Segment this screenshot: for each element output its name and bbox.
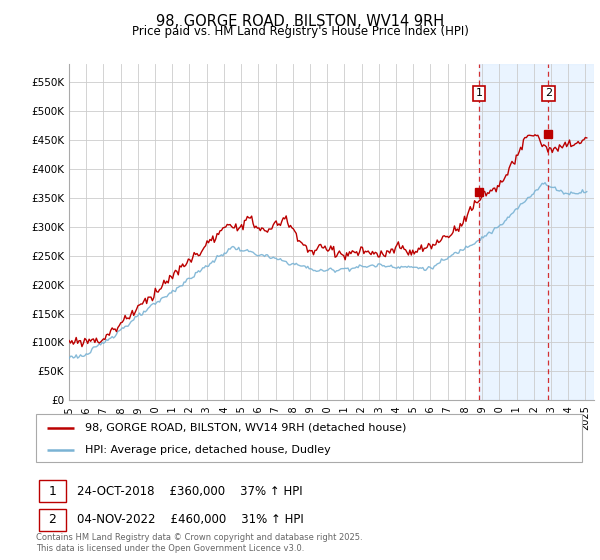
Text: HPI: Average price, detached house, Dudley: HPI: Average price, detached house, Dudl… [85,445,331,455]
Text: 24-OCT-2018    £360,000    37% ↑ HPI: 24-OCT-2018 £360,000 37% ↑ HPI [77,484,302,497]
Text: 98, GORGE ROAD, BILSTON, WV14 9RH (detached house): 98, GORGE ROAD, BILSTON, WV14 9RH (detac… [85,423,407,433]
Text: 04-NOV-2022    £460,000    31% ↑ HPI: 04-NOV-2022 £460,000 31% ↑ HPI [77,513,304,526]
Text: 1: 1 [49,484,56,497]
FancyBboxPatch shape [39,480,66,502]
Bar [479,64,594,400]
Text: 1: 1 [476,88,482,99]
FancyBboxPatch shape [36,414,582,462]
FancyBboxPatch shape [39,509,66,530]
Text: 2: 2 [545,88,552,99]
Text: 2: 2 [49,513,56,526]
Text: Contains HM Land Registry data © Crown copyright and database right 2025.
This d: Contains HM Land Registry data © Crown c… [36,533,362,553]
Text: Price paid vs. HM Land Registry's House Price Index (HPI): Price paid vs. HM Land Registry's House … [131,25,469,38]
Text: 98, GORGE ROAD, BILSTON, WV14 9RH: 98, GORGE ROAD, BILSTON, WV14 9RH [156,14,444,29]
